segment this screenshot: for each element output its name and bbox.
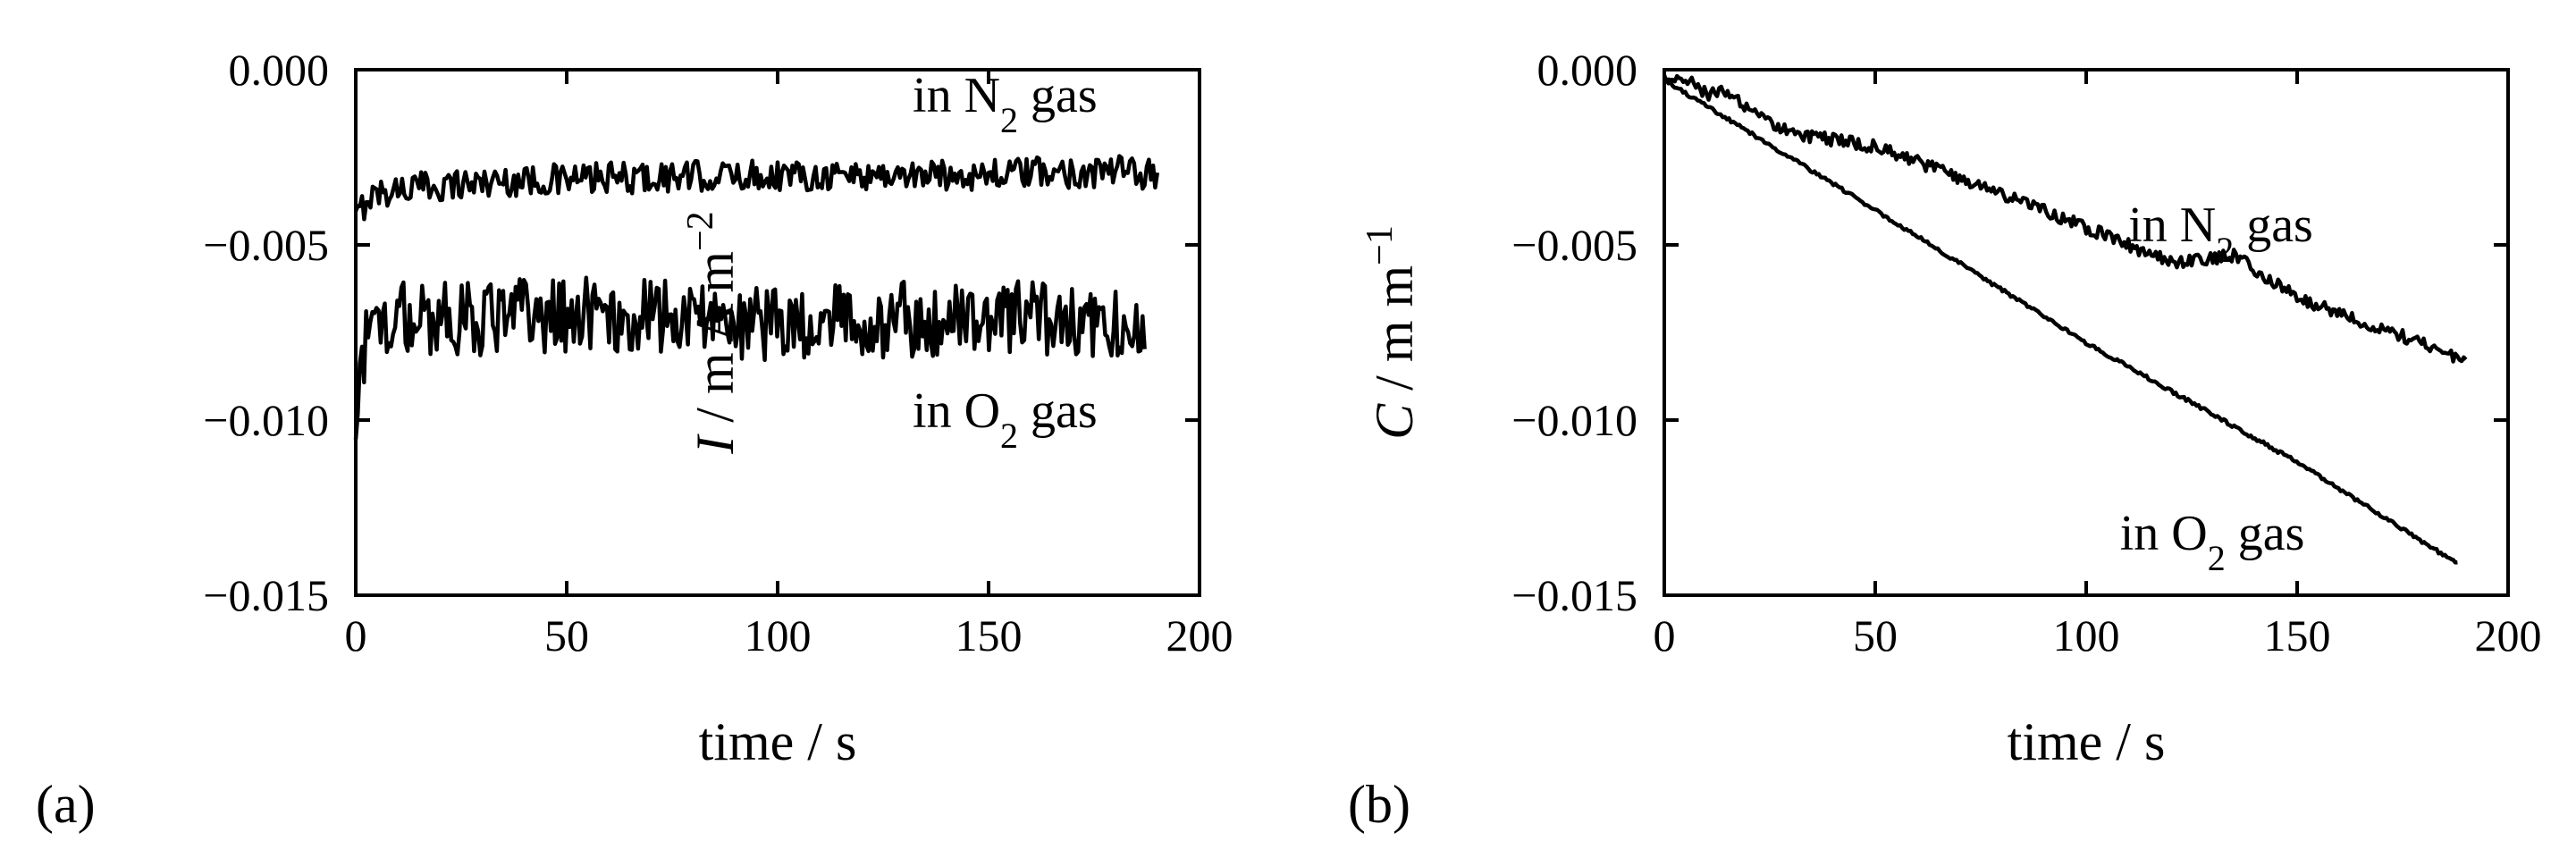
x-tick-label: 200 (2475, 610, 2542, 660)
panel-label: (a) (36, 775, 96, 834)
tick-marks (356, 70, 1200, 595)
panel-label: (b) (1348, 775, 1410, 834)
series-line-in-n2 (1662, 73, 2468, 364)
y-axis-unit-exponent: −2 (680, 211, 721, 251)
series-label-subscript: 2 (1000, 100, 1018, 140)
series-label-subscript: 2 (2216, 230, 2234, 270)
x-tick-label: 50 (544, 610, 589, 660)
x-tick-label: 150 (2264, 610, 2331, 660)
series-label-text: gas (2234, 198, 2313, 253)
x-tick-label: 100 (2053, 610, 2120, 660)
y-tick-label: −0.010 (203, 395, 329, 445)
y-axis-unit-exponent: −1 (1360, 225, 1401, 265)
y-tick-label: −0.015 (203, 570, 329, 620)
x-tick-label: 150 (955, 610, 1023, 660)
x-tick-label: 0 (1654, 610, 1676, 660)
series-label-text: gas (1018, 68, 1098, 123)
y-axis-unit: / m A m (686, 251, 745, 436)
series-label-text: in N (2128, 198, 2216, 253)
series-line-in-o2 (1663, 77, 2458, 565)
x-tick-label: 100 (745, 610, 812, 660)
series-label-subscript: 2 (2208, 538, 2226, 578)
y-tick-label: −0.005 (203, 220, 329, 270)
series-label: in O2 gas (913, 383, 1098, 456)
series-label-text: in O (2120, 506, 2208, 561)
series-lines (1662, 73, 2468, 565)
series-lines (353, 154, 1160, 440)
y-tick-label: 0.000 (1537, 45, 1638, 95)
x-tick-labels: 0 50 100 150 200 (1654, 610, 2542, 660)
y-tick-label: −0.015 (1511, 570, 1637, 620)
y-axis-title: I / m A m−2 (680, 211, 745, 454)
y-tick-label: −0.005 (1511, 220, 1637, 270)
y-axis-unit: / m m (1365, 265, 1424, 404)
series-label-text: in O (913, 383, 1000, 439)
series-label-text: gas (2226, 506, 2305, 561)
y-axis-title: C / m m−1 (1360, 225, 1424, 440)
series-label: in N2 gas (913, 68, 1098, 140)
y-axis-symbol: C (1365, 403, 1424, 440)
panel-b: 0 50 100 150 200 0.000 −0.005 −0.010 −0.015 in … (1348, 45, 2542, 834)
x-tick-label: 50 (1853, 610, 1898, 660)
x-tick-labels: 0 50 100 150 200 (345, 610, 1233, 660)
x-axis-title: time / s (699, 712, 857, 771)
panel-a: 0 50 100 150 200 0.000 −0.005 −0.010 −0.015 in … (36, 45, 1233, 834)
series-label-subscript: 2 (1000, 415, 1018, 455)
x-tick-label: 0 (345, 610, 367, 660)
series-label-text: in N (913, 68, 1000, 123)
x-axis-title: time / s (2008, 712, 2166, 771)
series-label: in N2 gas (2128, 198, 2313, 270)
tick-marks (1664, 70, 2508, 595)
series-line-in-o2 (353, 275, 1147, 440)
x-tick-label: 200 (1166, 610, 1233, 660)
y-tick-labels: 0.000 −0.005 −0.010 −0.015 (203, 45, 329, 620)
y-axis-symbol: I (686, 433, 745, 455)
series-label: in O2 gas (2120, 506, 2305, 578)
series-label-text: gas (1018, 383, 1098, 439)
y-tick-label: −0.010 (1511, 395, 1637, 445)
series-line-in-n2 (353, 154, 1160, 222)
y-tick-label: 0.000 (229, 45, 330, 95)
y-tick-labels: 0.000 −0.005 −0.010 −0.015 (1511, 45, 1637, 620)
